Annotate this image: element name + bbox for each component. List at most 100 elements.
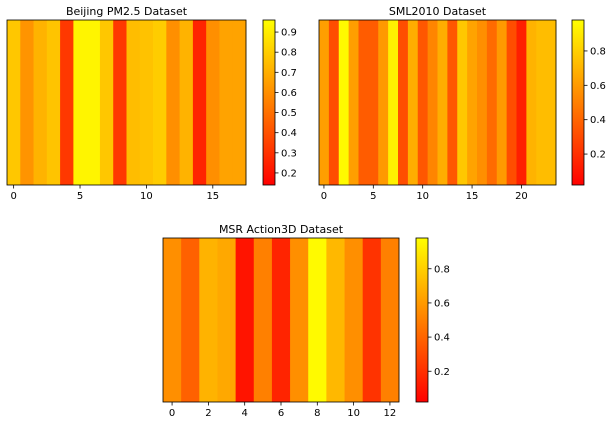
- colorbar-tick-label: 0.6: [590, 81, 606, 92]
- panel-msr-action3d: MSR Action3D Dataset 0 2 4 6 8 10 12 0.2 0.4 0.6…: [162, 223, 450, 419]
- heatmap-cell: [526, 20, 537, 185]
- heatmap-cell: [20, 20, 34, 185]
- heatmap-cell: [163, 238, 182, 402]
- heatmap-cell: [427, 20, 438, 185]
- x-tick-label: 5: [77, 191, 83, 202]
- heatmap-cell: [398, 20, 409, 185]
- colorbar-tick-label: 0.2: [281, 168, 297, 179]
- x-tick-label: 12: [384, 408, 397, 419]
- x-axis: 0 5 10 15 20: [318, 19, 557, 202]
- heatmap-cell: [153, 20, 167, 185]
- colorbar-frame: [571, 19, 585, 186]
- colorbar: 0.2 0.4 0.6 0.8: [415, 237, 450, 403]
- heatmap-cell: [546, 20, 557, 185]
- x-axis: 0 2 4 6 8 10 12: [162, 237, 400, 419]
- x-tick-label: 5: [370, 191, 376, 202]
- heatmap-cell: [437, 20, 448, 185]
- colorbar-tick-label: 0.5: [281, 108, 297, 119]
- heatmap-cell: [253, 238, 273, 402]
- colorbar-tick-label: 0.3: [281, 148, 297, 159]
- heatmap-cell: [308, 238, 327, 402]
- x-tick-label: 10: [416, 191, 429, 202]
- heatmap-cell: [46, 20, 61, 185]
- heatmap-cell: [113, 20, 127, 185]
- heatmap-cell: [407, 20, 419, 185]
- heatmap-cell: [33, 20, 48, 185]
- x-tick-label: 15: [206, 191, 219, 202]
- x-tick-label: 0: [10, 191, 16, 202]
- heatmap-cell: [206, 20, 220, 185]
- plot-frame: [6, 19, 247, 186]
- colorbar-gradient: [416, 238, 428, 402]
- heatmap-cell: [290, 238, 309, 402]
- heatmap-cell: [536, 20, 547, 185]
- colorbar-tick-label: 0.4: [434, 333, 450, 344]
- heatmap-cells: [319, 20, 557, 185]
- heatmap-cell: [486, 20, 498, 185]
- heatmap-cell: [179, 20, 194, 185]
- colorbar-frame: [415, 237, 429, 403]
- heatmap-cell: [496, 20, 508, 185]
- colorbar: 0.2 0.4 0.6 0.8: [571, 19, 606, 186]
- heatmap-cell: [7, 20, 21, 185]
- heatmap-cell: [219, 20, 234, 185]
- heatmap-cell: [477, 20, 488, 185]
- colorbar-tick-label: 0.9: [281, 28, 297, 39]
- x-tick-label: 0: [321, 191, 327, 202]
- x-tick-label: 15: [466, 191, 479, 202]
- colorbar-gradient: [572, 20, 584, 185]
- colorbar-tick-label: 0.6: [281, 88, 297, 99]
- heatmap-cell: [199, 238, 218, 402]
- heatmap-cells: [163, 238, 400, 402]
- heatmap-cell: [271, 238, 291, 402]
- x-tick-label: 6: [278, 408, 284, 419]
- panel-sml2010: SML2010 Dataset 0 5 10 15 20 0.2 0.4 0.6 0.8: [318, 5, 606, 202]
- colorbar-tick-label: 0.7: [281, 68, 297, 79]
- heatmap-cell: [380, 238, 400, 402]
- x-tick-label: 20: [515, 191, 528, 202]
- x-tick-label: 10: [347, 408, 360, 419]
- colorbar: 0.2 0.3 0.4 0.5 0.6 0.7 0.8 0.9: [262, 19, 297, 186]
- colorbar-tick-label: 0.2: [434, 367, 450, 378]
- heatmap-cell: [348, 20, 359, 185]
- x-tick-label: 0: [169, 408, 175, 419]
- heatmap-cell: [73, 20, 88, 185]
- plot-frame: [318, 19, 557, 186]
- heatmap-cell: [126, 20, 141, 185]
- heatmap-cell: [368, 20, 379, 185]
- x-tick-label: 8: [314, 408, 320, 419]
- heatmap-cell: [319, 20, 330, 185]
- colorbar-tick-label: 0.4: [281, 128, 297, 139]
- panel-beijing: Beijing PM2.5 Dataset 0 5 10 15 0.20.30.40.…: [6, 5, 297, 202]
- x-axis: 0 5 10 15: [6, 19, 247, 202]
- heatmap-cell: [362, 238, 382, 402]
- colorbar-tick-label: 0.6: [434, 298, 450, 309]
- heatmap-cell: [192, 20, 207, 185]
- chart-title: MSR Action3D Dataset: [219, 223, 344, 236]
- heatmap-cell: [166, 20, 181, 185]
- heatmap-cell: [344, 238, 364, 402]
- heatmap-cell: [506, 20, 517, 185]
- x-tick-label: 2: [205, 408, 211, 419]
- colorbar-tick-label: 0.2: [590, 150, 606, 161]
- heatmap-cell: [328, 20, 340, 185]
- heatmap-cell: [417, 20, 429, 185]
- colorbar-tick-label: 0.8: [281, 48, 297, 59]
- colorbar-tick-label: 0.8: [590, 46, 606, 57]
- heatmap-cell: [235, 238, 255, 402]
- heatmap-cells: [7, 20, 247, 185]
- heatmap-cell: [378, 20, 389, 185]
- heatmap-cell: [99, 20, 114, 185]
- heatmap-cell: [86, 20, 101, 185]
- x-tick-label: 10: [140, 191, 153, 202]
- heatmap-cell: [457, 20, 468, 185]
- colorbar-tick-label: 0.4: [590, 115, 606, 126]
- heatmap-cell: [447, 20, 458, 185]
- heatmap-cell: [60, 20, 74, 185]
- heatmap-cell: [326, 238, 345, 402]
- heatmap-cell: [338, 20, 350, 185]
- colorbar-tick-label: 0.8: [434, 264, 450, 275]
- heatmap-cell: [217, 238, 237, 402]
- heatmap-cell: [181, 238, 200, 402]
